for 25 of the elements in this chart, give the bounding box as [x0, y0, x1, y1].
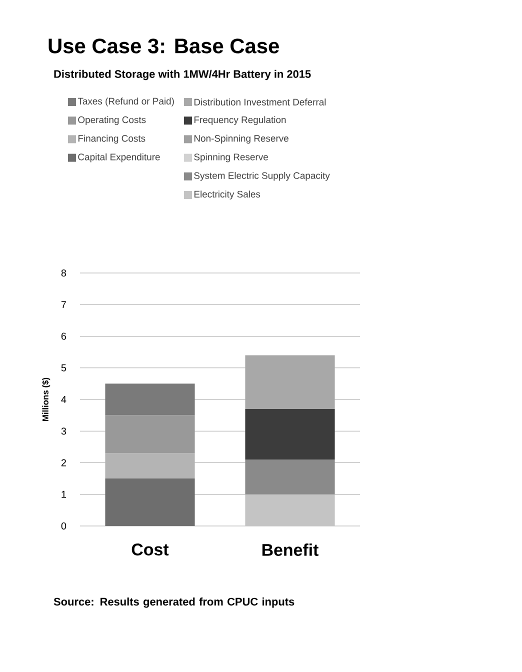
- legend-label: Electricity Sales: [194, 190, 260, 200]
- legend-label: Spinning Reserve: [194, 153, 268, 162]
- legend-label: System Electric Supply Capacity: [194, 172, 330, 181]
- legend-label: Operating Costs: [78, 116, 146, 126]
- y-tick-label: 1: [62, 490, 66, 498]
- chart-subtitle: Distributed Storage with 1MW/4Hr Battery in 2015: [54, 70, 311, 80]
- y-tick-label: 6: [61, 332, 66, 340]
- legend-label: Financing Costs: [78, 134, 146, 144]
- y-tick-label: 3: [61, 428, 66, 435]
- y-tick-label: 2: [61, 459, 66, 466]
- y-tick-label: 4: [61, 396, 66, 403]
- legend-label: Non-Spinning Reserve: [194, 134, 288, 144]
- x-tick-label: Cost: [132, 544, 169, 556]
- y-tick-label: 0: [61, 522, 66, 530]
- y-axis-title: Millions ($): [42, 378, 50, 422]
- legend-label: Taxes (Refund or Paid): [78, 98, 174, 106]
- x-tick-label: Benefit: [262, 544, 318, 556]
- source-note: Source: Results generated from CPUC inputs: [54, 598, 294, 608]
- y-tick-label: 7: [61, 301, 66, 308]
- legend-label: Distribution Investment Deferral: [194, 98, 326, 106]
- y-tick-label: 5: [61, 364, 66, 372]
- chart-title: Use Case 3: Base Case: [48, 38, 279, 54]
- legend-label: Capital Expenditure: [78, 153, 160, 162]
- legend-label: Frequency Regulation: [194, 116, 286, 126]
- y-tick-label: 8: [61, 269, 66, 277]
